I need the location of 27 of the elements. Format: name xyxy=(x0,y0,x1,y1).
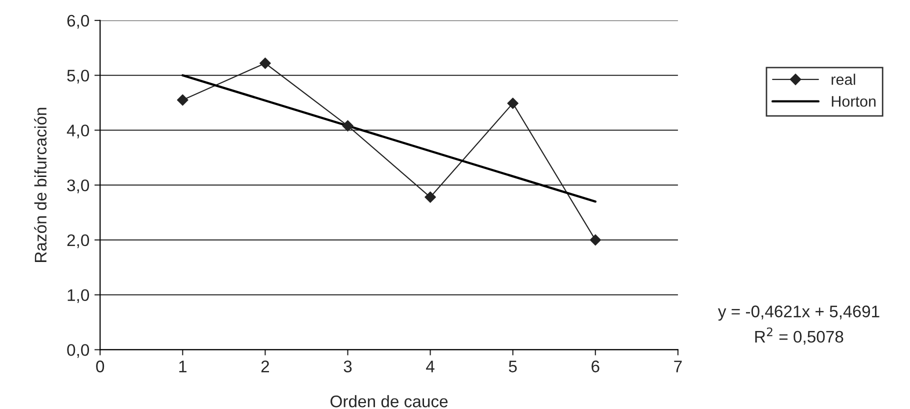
x-tick-label: 7 xyxy=(674,360,682,372)
y-tick-label: 6,0 xyxy=(67,14,90,29)
point xyxy=(260,58,271,69)
text: R$^{2}$ = 0,5078 xyxy=(755,327,844,345)
y-tick-label: 4,0 xyxy=(66,124,90,138)
point xyxy=(176,94,188,106)
y-tick-label: 0,0 xyxy=(67,344,90,358)
x-tick-label: 2 xyxy=(261,360,269,372)
y-axis-title: Razón de bifurcación xyxy=(34,108,47,262)
x-tick-label: 5 xyxy=(508,360,517,372)
legend-label: Horton xyxy=(832,96,876,107)
point xyxy=(342,120,354,132)
y-tick-label: 2,0 xyxy=(67,234,90,248)
x-tick-label: 4 xyxy=(426,360,434,372)
legend-label: real xyxy=(832,74,856,85)
y-tick-label: 5,0 xyxy=(67,70,90,84)
x-tick-label: 0 xyxy=(96,360,104,372)
x-tick-label: 3 xyxy=(344,360,352,372)
text: y = -0,4621x + 5,4691 xyxy=(718,306,880,321)
point xyxy=(507,98,519,109)
point xyxy=(424,191,436,203)
y-tick-label: 1,0 xyxy=(68,289,90,303)
x-tick-label: 1 xyxy=(179,360,186,372)
x-axis-title: Orden de cauce xyxy=(330,395,448,408)
y-tick-label: 3,0 xyxy=(67,179,90,194)
point xyxy=(590,234,602,246)
x-tick-label: 6 xyxy=(592,360,600,372)
